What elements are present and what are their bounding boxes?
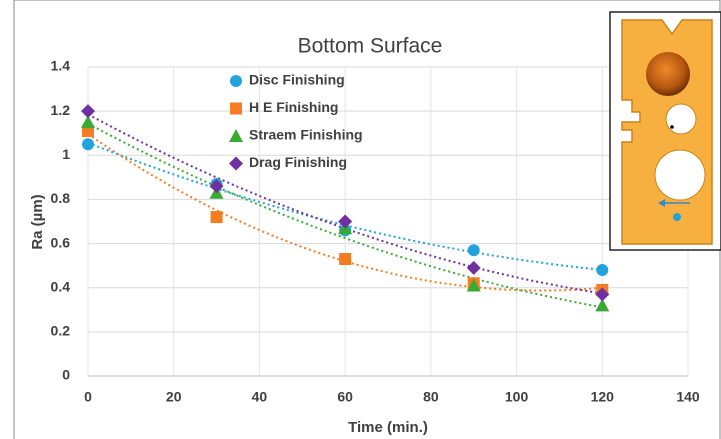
x-tick-label: 80 <box>423 389 439 405</box>
chart-title: Bottom Surface <box>298 35 443 58</box>
data-point <box>595 287 610 302</box>
x-tick-label: 100 <box>505 389 529 405</box>
data-point <box>596 264 609 277</box>
legend-label: Drag Finishing <box>249 154 347 170</box>
y-tick-label: 0.4 <box>51 278 71 294</box>
x-tick-label: 20 <box>166 389 182 405</box>
part-dimple <box>646 52 690 96</box>
legend-label: H E Finishing <box>249 99 338 115</box>
data-point <box>81 115 95 129</box>
data-point <box>338 214 353 229</box>
x-tick-label: 0 <box>84 389 92 405</box>
y-axis-label: Ra (µm) <box>29 194 46 249</box>
y-tick-label: 0.2 <box>51 323 71 339</box>
data-point <box>466 260 481 275</box>
part-arrowhead <box>658 199 665 207</box>
legend-marker <box>229 156 243 171</box>
data-point <box>339 253 352 266</box>
part-hole <box>665 103 697 135</box>
y-tick-label: 1 <box>62 146 70 162</box>
y-tick-label: 1.2 <box>51 102 71 118</box>
data-point <box>81 104 95 119</box>
plot-area: 0 0.2 0.4 0.6 0.8 1 1.2 1.4 0 20 40 60 80 100 120 140 Di… <box>51 58 700 405</box>
x-tick-label: 60 <box>337 389 353 405</box>
y-tick-label: 0.8 <box>51 190 71 206</box>
legend-label: Disc Finishing <box>249 72 345 88</box>
trendline <box>87 133 603 292</box>
x-tick-label: 120 <box>591 389 615 405</box>
part-dot <box>673 213 681 221</box>
legend-marker <box>229 129 243 142</box>
data-point <box>82 138 94 151</box>
y-tick-label: 0 <box>62 367 70 383</box>
y-tick-label: 0.6 <box>51 234 71 250</box>
data-point <box>209 179 224 194</box>
x-axis-label: Time (min.) <box>348 419 428 436</box>
data-point <box>466 278 481 292</box>
data-point <box>210 211 223 224</box>
inset-image <box>609 11 721 251</box>
x-tick-label: 40 <box>252 389 268 405</box>
x-tick-label: 140 <box>676 389 700 405</box>
legend-label: Straem Finishing <box>249 127 363 143</box>
legend-marker <box>230 102 242 115</box>
legend-marker <box>230 75 242 87</box>
trendline <box>87 122 603 309</box>
data-point <box>467 244 480 257</box>
part-hole <box>654 149 706 201</box>
y-tick-label: 1.4 <box>51 58 71 74</box>
data-point <box>595 298 610 312</box>
part-dot <box>670 125 674 129</box>
